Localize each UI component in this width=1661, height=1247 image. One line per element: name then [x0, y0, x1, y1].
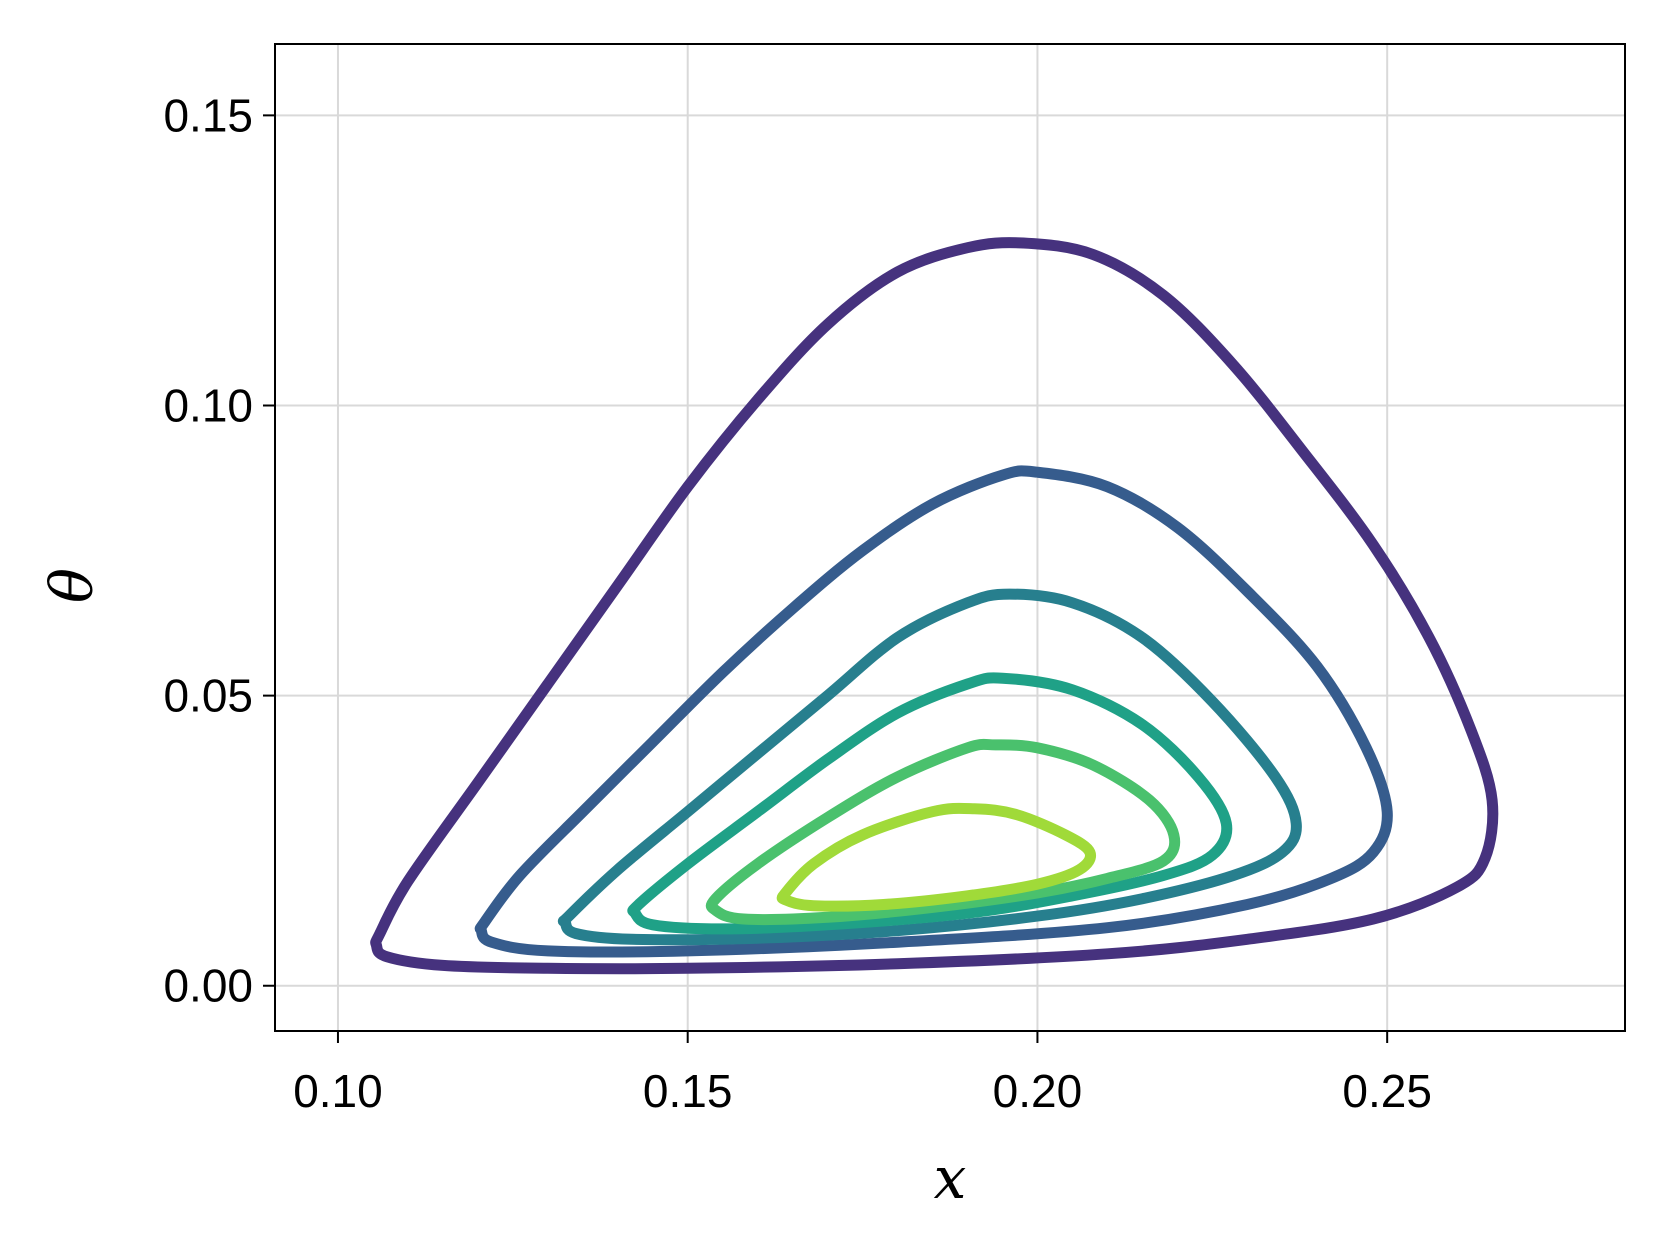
- contour-line-2: [474, 465, 1393, 958]
- y-axis-label: θ: [38, 568, 106, 603]
- y-tick-label: 0.10: [163, 379, 253, 431]
- x-tick-label: 0.10: [293, 1065, 383, 1117]
- x-tick-label: 0.20: [993, 1065, 1083, 1117]
- contour-line-4: [627, 672, 1233, 935]
- contour-line-5: [705, 738, 1181, 926]
- y-tick-label: 0.05: [163, 670, 253, 722]
- x-tick-label: 0.25: [1342, 1065, 1432, 1117]
- contour-line-3: [557, 588, 1302, 946]
- contour-line-1: [370, 237, 1499, 975]
- axis-ticks: 0.10 0.15 0.20 0.25 0.00 0.05 0.10 0.15: [163, 89, 1431, 1117]
- y-tick-label: 0.00: [163, 960, 253, 1012]
- contour-lines: [370, 237, 1499, 975]
- x-tick-label: 0.15: [643, 1065, 733, 1117]
- plot-frame: [274, 43, 1626, 1032]
- y-tick-label: 0.15: [163, 89, 253, 141]
- x-axis-label: x: [934, 1144, 967, 1212]
- contour-line-6: [776, 802, 1096, 912]
